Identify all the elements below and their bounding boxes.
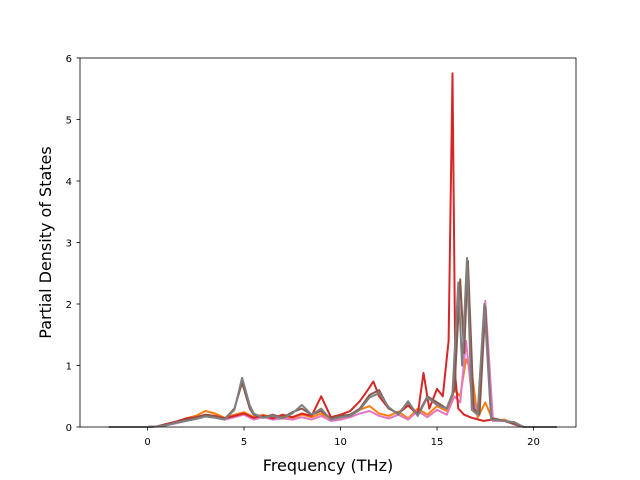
y-axis-label: Partial Density of States <box>36 146 55 338</box>
series-layer <box>108 72 557 428</box>
x-tick-label: 20 <box>527 437 540 448</box>
x-tick-label: 10 <box>334 437 347 448</box>
x-axis-ticks: 0 5 10 15 20 <box>144 427 540 448</box>
y-tick-label: 4 <box>66 177 72 188</box>
x-tick-label: 5 <box>241 437 247 448</box>
y-tick-label: 2 <box>66 300 72 311</box>
y-tick-label: 0 <box>66 423 72 434</box>
x-axis-label: Frequency (THz) <box>263 456 393 475</box>
x-tick-label: 0 <box>144 437 150 448</box>
y-tick-label: 3 <box>66 239 72 250</box>
y-axis-ticks: 0 1 2 3 4 5 6 <box>66 54 80 434</box>
y-tick-label: 5 <box>66 116 72 127</box>
pdos-series-line-4 <box>108 259 557 428</box>
x-tick-label: 15 <box>431 437 444 448</box>
y-tick-label: 6 <box>66 54 72 65</box>
pdos-series-line-5 <box>108 256 557 428</box>
y-tick-label: 1 <box>66 362 72 373</box>
